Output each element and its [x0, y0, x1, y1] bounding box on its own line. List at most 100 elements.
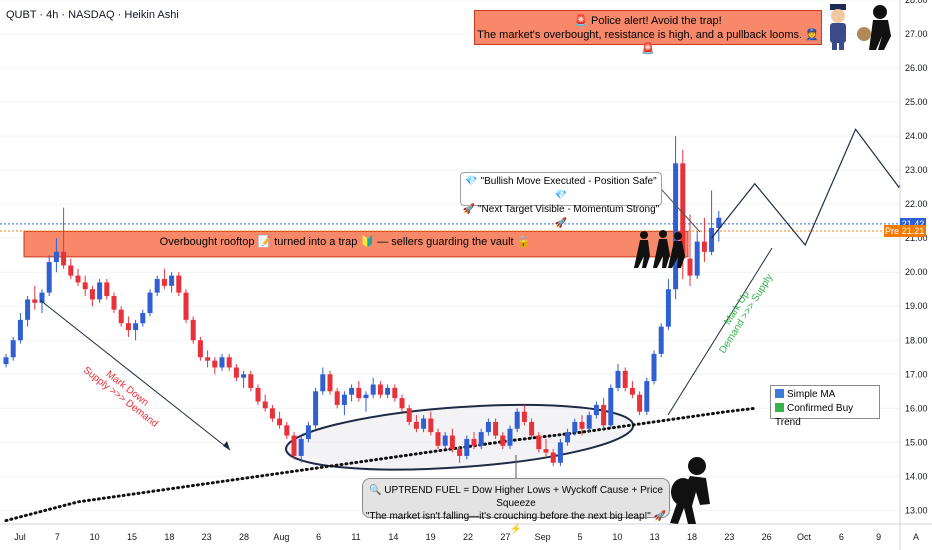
candle-body [658, 326, 664, 354]
candle-body [219, 357, 225, 368]
y-tick-label: 22.00 [905, 199, 928, 209]
candle-body [75, 275, 81, 283]
x-tick-label: 27 [500, 532, 510, 542]
candle-body [104, 282, 110, 297]
candle-body [327, 374, 333, 392]
candle-body [313, 391, 319, 426]
chart-grid [0, 0, 900, 511]
candle-body [363, 394, 369, 399]
y-tick-label: 14.00 [905, 471, 928, 481]
candle-body [701, 241, 707, 252]
x-tick-label: 10 [90, 532, 100, 542]
legend-label-simple-ma: Simple MA [787, 389, 836, 400]
x-tick-label: 11 [351, 532, 360, 542]
bullish-note-line2: 🚀 "Next Target Visible - Momentum Strong… [462, 204, 660, 229]
pre-market-tag: Pre [884, 225, 900, 238]
candle-body [399, 398, 405, 409]
candle-body [716, 217, 722, 228]
x-tick-label: Oct [797, 532, 812, 542]
candle-body [25, 299, 31, 320]
candle-body [478, 432, 484, 446]
legend-box: Simple MA Confirmed Buy Trend [770, 385, 880, 428]
candle-body [125, 323, 131, 331]
candle-body [39, 292, 45, 303]
candle-body [435, 432, 441, 446]
candle-body [615, 370, 621, 388]
candle-body [277, 418, 283, 426]
x-tick-label: 14 [388, 532, 398, 542]
candle-body [212, 360, 218, 368]
candle-body [61, 251, 67, 266]
candle-body [298, 438, 304, 456]
fuel-note-line2: "The market isn't falling—it's crouching… [365, 511, 667, 535]
y-tick-label: 25.00 [905, 97, 928, 107]
candle-body [392, 387, 398, 399]
x-tick-label: 23 [202, 532, 212, 542]
legend-label-buy-trend: Confirmed Buy Trend [775, 403, 854, 428]
candle-body [89, 289, 95, 300]
candle-body [442, 435, 448, 446]
candle-body [543, 449, 549, 453]
time-axis-bg [0, 524, 932, 550]
trend-arrows [39, 189, 773, 478]
candle-body [226, 357, 232, 368]
candle-body [507, 428, 513, 446]
candle-body [205, 357, 211, 361]
candle-body [464, 438, 470, 456]
candle-body [586, 415, 592, 429]
candle-body [53, 251, 59, 262]
candle-body [82, 282, 88, 290]
candle-body [406, 408, 412, 422]
x-tick-label: 6 [839, 532, 844, 542]
candle-body [111, 296, 117, 310]
candle-body [665, 289, 671, 327]
x-tick-label: A [913, 532, 919, 542]
candle-body [46, 262, 52, 293]
candle-body [97, 282, 103, 300]
candle-body [269, 408, 275, 419]
candle-body [197, 340, 203, 358]
markdown-arrow-line [39, 299, 231, 451]
candle-body [709, 227, 715, 252]
thief-group-figures [634, 230, 685, 268]
candle-body [565, 432, 571, 443]
x-tick-label: 15 [127, 532, 137, 542]
y-tick-label: 20.00 [905, 267, 928, 277]
price-axis-bg [900, 0, 932, 550]
y-tick-label: 23.00 [905, 165, 928, 175]
candle-body [118, 309, 124, 324]
candle-body [284, 425, 290, 436]
y-tick-label: 16.00 [905, 403, 928, 413]
legend-item-buy-trend: Confirmed Buy Trend [775, 402, 875, 430]
x-tick-label: 10 [612, 532, 622, 542]
candle-body [233, 367, 239, 378]
candle-body [514, 411, 520, 429]
candle-body [601, 404, 607, 426]
candle-body [262, 401, 268, 409]
rooftop-label: Overbought rooftop 📝 turned into a trap … [159, 236, 531, 248]
resistance-zone [23, 230, 689, 258]
candle-body [593, 404, 599, 416]
uptrend-fuel-note: 🔍 UPTREND FUEL = Dow Higher Lows + Wycko… [362, 478, 670, 535]
candles-layer [3, 136, 722, 467]
candle-body [341, 394, 347, 405]
legend-swatch-blue [775, 389, 784, 398]
candle-body [449, 435, 455, 450]
candle-body [176, 275, 182, 293]
candle-body [651, 353, 657, 382]
x-tick-label: 13 [650, 532, 660, 542]
candle-body [413, 421, 419, 429]
candle-body [241, 374, 247, 378]
candle-body [493, 421, 499, 436]
legend-item-simple-ma: Simple MA [775, 388, 875, 402]
x-tick-label: 5 [577, 532, 582, 542]
simple-ma-line [4, 406, 757, 523]
candle-body [320, 374, 326, 392]
x-tick-label: 23 [724, 532, 734, 542]
candle-body [637, 394, 643, 412]
y-tick-label: 26.00 [905, 63, 928, 73]
figures [634, 4, 891, 524]
candle-body [147, 292, 153, 314]
candle-body [579, 421, 585, 429]
